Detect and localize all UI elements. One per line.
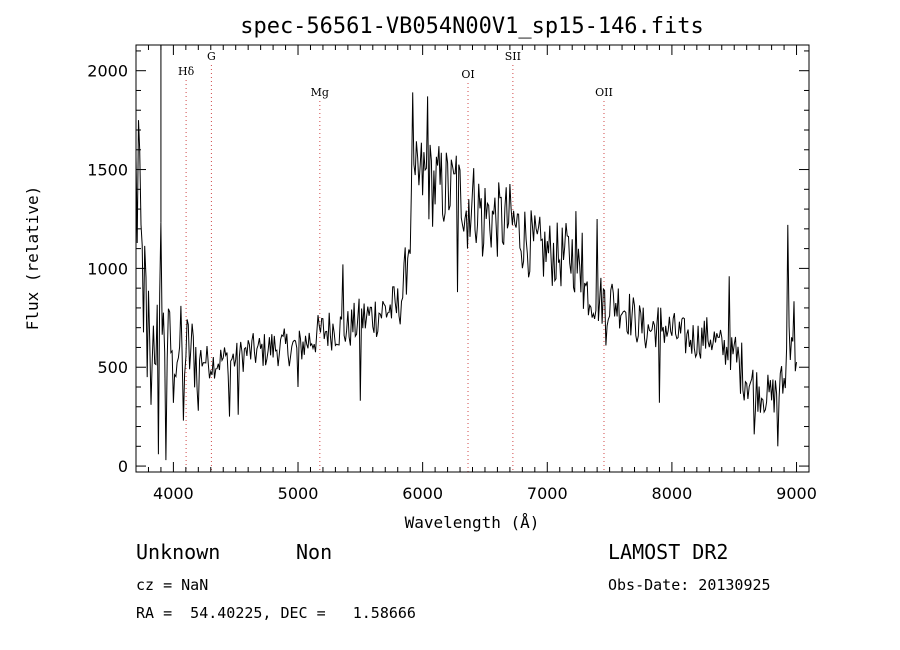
chart-title: spec-56561-VB054N00V1_sp15-146.fits xyxy=(240,14,704,39)
obs-date: Obs-Date: 20130925 xyxy=(608,576,771,594)
survey-label: LAMOST DR2 xyxy=(608,540,729,564)
line-label: Hδ xyxy=(178,65,195,78)
spectral-line-markers: Hδ G Mg OI SII OII xyxy=(160,45,613,472)
line-label: G xyxy=(207,50,216,63)
y-tick-label: 1000 xyxy=(87,259,128,278)
ra-dec: RA = 54.40225, DEC = 1.58666 xyxy=(136,604,416,622)
x-tick-label: 5000 xyxy=(278,484,319,503)
y-tick-label: 500 xyxy=(97,358,128,377)
line-label: Mg xyxy=(311,86,329,99)
x-tick-label: 9000 xyxy=(776,484,817,503)
line-label: SII xyxy=(505,50,521,63)
y-tick-label: 2000 xyxy=(87,62,128,81)
line-label: OII xyxy=(595,86,613,99)
plot-frame xyxy=(135,44,810,473)
y-tick-label: 1500 xyxy=(87,161,128,180)
redshift-cz: cz = NaN xyxy=(136,576,209,594)
axis-ticks: 4000 5000 6000 7000 8000 9000 0 500 1000 1500 2000 xyxy=(87,45,817,503)
object-subclass: Non xyxy=(296,540,333,564)
y-tick-label: 0 xyxy=(118,457,128,476)
line-label: OI xyxy=(461,68,474,81)
object-class: Unknown xyxy=(136,540,221,564)
x-tick-label: 6000 xyxy=(402,484,443,503)
y-axis-label: Flux (relative) xyxy=(23,186,42,331)
x-tick-label: 7000 xyxy=(527,484,568,503)
x-tick-label: 8000 xyxy=(652,484,693,503)
x-axis-label: Wavelength (Å) xyxy=(405,513,540,532)
spectrum-line xyxy=(135,92,797,461)
x-tick-label: 4000 xyxy=(153,484,194,503)
